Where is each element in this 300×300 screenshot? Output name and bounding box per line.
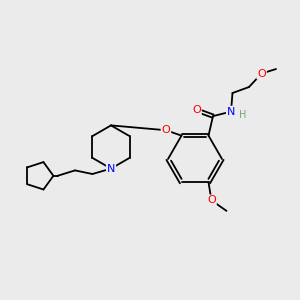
Text: O: O: [257, 68, 266, 79]
Text: N: N: [107, 164, 115, 174]
Text: N: N: [227, 106, 235, 117]
Text: O: O: [207, 195, 216, 206]
Text: H: H: [239, 110, 246, 120]
Text: O: O: [192, 105, 201, 115]
Text: O: O: [161, 125, 170, 135]
